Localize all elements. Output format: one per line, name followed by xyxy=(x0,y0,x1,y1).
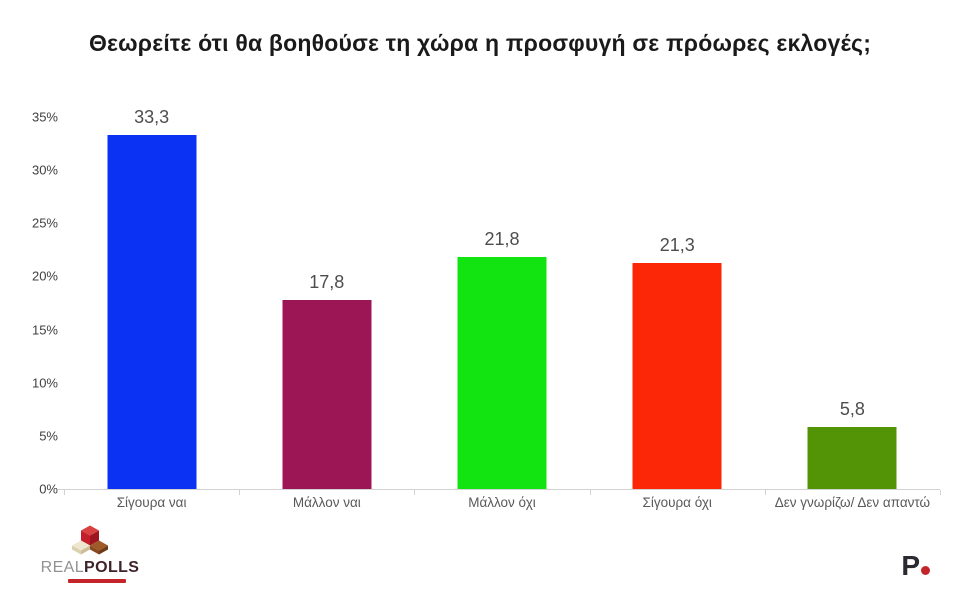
axis-tick xyxy=(940,490,941,495)
x-category-label: Δεν γνωρίζω/ Δεν απαντώ xyxy=(774,495,931,510)
x-category-label: Μάλλον όχι xyxy=(468,495,536,510)
y-tick-label: 10% xyxy=(31,375,58,391)
bar xyxy=(807,427,897,489)
realpolls-cube-icon xyxy=(72,525,108,555)
bar-slot: 33,3 xyxy=(64,107,239,489)
x-category-label: Μάλλον ναι xyxy=(292,495,361,510)
publisher-logo: P xyxy=(901,552,930,580)
bar-slot: 17,8 xyxy=(239,117,414,489)
axis-tick xyxy=(64,490,65,495)
y-tick-label: 25% xyxy=(31,215,58,231)
y-tick-label: 20% xyxy=(31,268,58,284)
realpolls-logo: REALPOLLS xyxy=(41,525,140,583)
y-tick-label: 5% xyxy=(39,428,58,444)
realpolls-text-light: REAL xyxy=(40,559,85,576)
axis-tick xyxy=(239,490,241,495)
y-tick-label: 15% xyxy=(31,322,58,338)
bar xyxy=(107,135,197,489)
axis-tick xyxy=(589,490,591,495)
chart-title: Θεωρείτε ότι θα βοηθούσε τη χώρα η προσφ… xyxy=(88,30,872,56)
x-category-label: Σίγουρα όχι xyxy=(642,495,712,510)
y-tick-label: 30% xyxy=(31,162,58,178)
axis-tick xyxy=(414,490,416,495)
bar xyxy=(632,262,722,489)
bar-value-label: 21,8 xyxy=(484,229,520,250)
y-tick-label: 0% xyxy=(39,481,58,497)
bar-value-label: 5,8 xyxy=(839,399,865,420)
bar xyxy=(282,299,372,489)
publisher-letter: P xyxy=(901,550,920,581)
axis-tick xyxy=(764,490,766,495)
realpolls-tagline-strip xyxy=(68,579,126,583)
bar-slot: 21,8 xyxy=(414,117,589,489)
x-category-label: Σίγουρα ναι xyxy=(116,495,187,510)
bar-slot: 5,8 xyxy=(765,117,940,489)
realpolls-text-bold: POLLS xyxy=(84,559,140,576)
bar xyxy=(457,257,547,489)
plot-area: 33,3 17,8 21,8 21,3 5,8 xyxy=(58,107,941,495)
realpolls-wordmark: REALPOLLS xyxy=(41,560,140,576)
bar-value-label: 21,3 xyxy=(659,234,695,255)
bar-value-label: 17,8 xyxy=(309,271,345,292)
bar-slot: 21,3 xyxy=(590,117,765,489)
y-axis: 35% 30% 25% 20% 15% 10% 5% 0% xyxy=(0,110,58,497)
bar-value-label: 33,3 xyxy=(134,107,170,128)
x-axis-line xyxy=(58,489,940,490)
bar-series: 33,3 17,8 21,8 21,3 5,8 xyxy=(64,107,941,495)
x-axis-labels: Σίγουρα ναι Μάλλον ναι Μάλλον όχι Σίγουρα ό… xyxy=(64,495,940,510)
publisher-dot-icon xyxy=(921,566,930,575)
y-tick-label: 35% xyxy=(31,109,58,125)
